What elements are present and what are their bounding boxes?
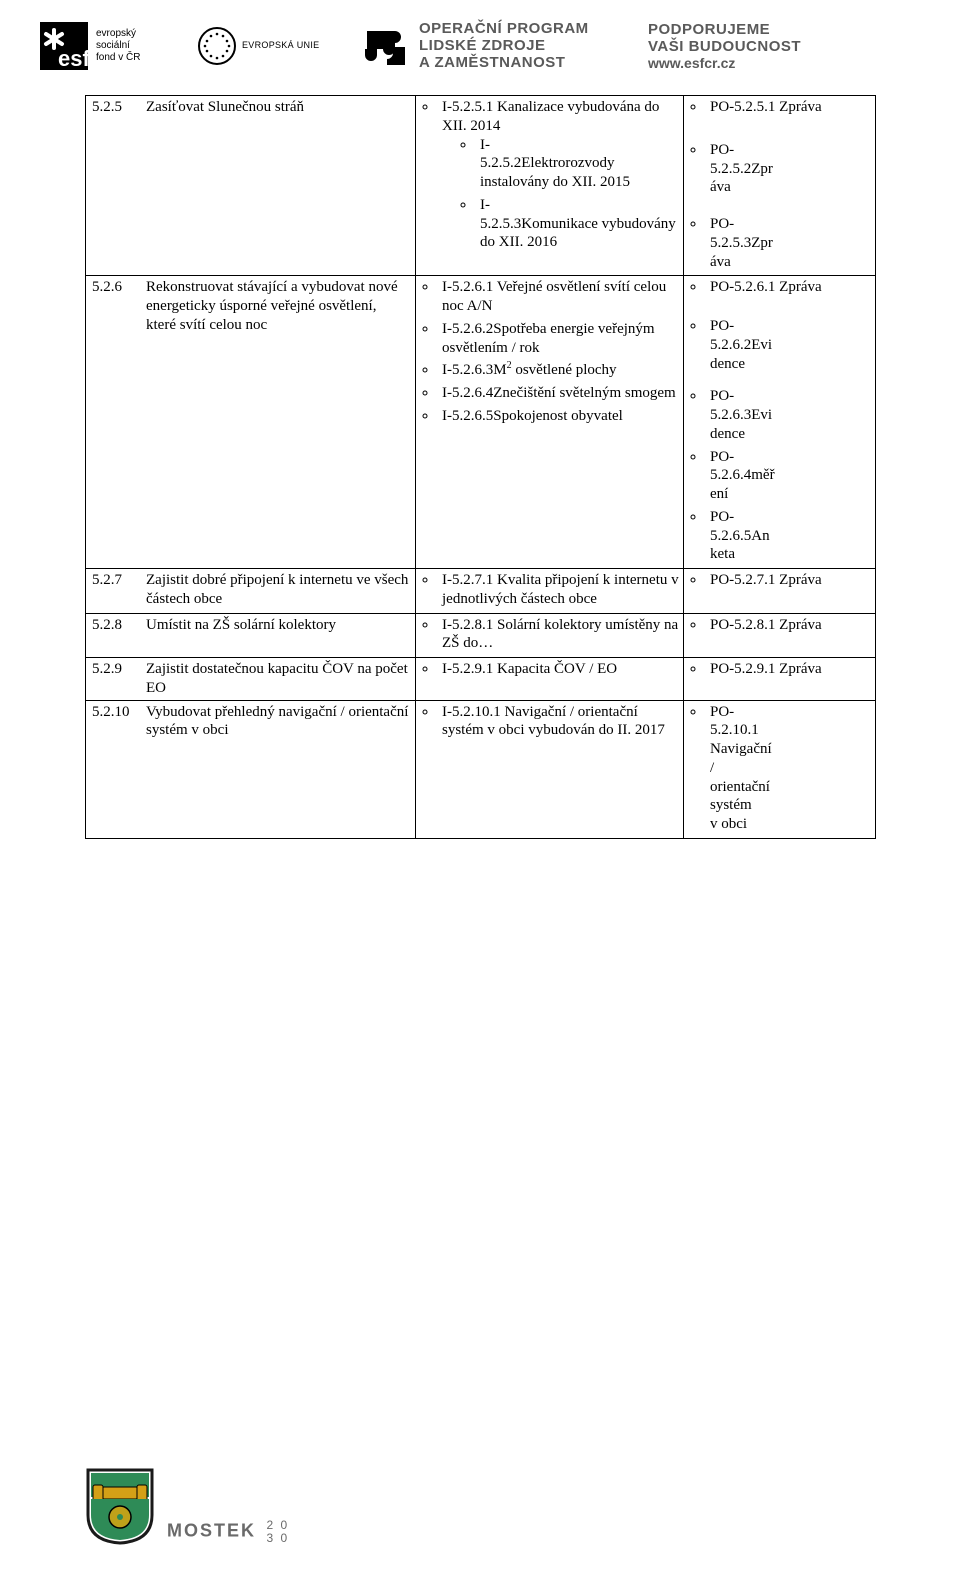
list-item: I-5.2.7.1 Kvalita připojení k internetu …	[438, 571, 683, 609]
list-item: PO-5.2.6.2Evidence	[706, 317, 875, 373]
row-title: Umístit na ZŠ solární kolektory	[146, 616, 409, 635]
row-title: Vybudovat přehledný navigační / orientač…	[146, 703, 409, 741]
list-item: PO-5.2.9.1 Zpráva	[706, 660, 875, 679]
support-block: PODPORUJEME VAŠI BUDOUCNOST www.esfcr.cz	[648, 21, 908, 71]
list-item: PO-5.2.6.4měření	[706, 448, 875, 504]
op-line2: LIDSKÉ ZDROJE	[419, 37, 589, 54]
op-text: OPERAČNÍ PROGRAM LIDSKÉ ZDROJE A ZAMĚSTN…	[419, 20, 589, 71]
page: esf evropský sociální fond v ČR	[0, 0, 960, 1581]
list-item: PO-5.2.6.5Anketa	[706, 508, 875, 564]
support-url: www.esfcr.cz	[648, 55, 908, 71]
town-crest-icon	[85, 1467, 155, 1545]
esf-line3: fond v ČR	[96, 52, 140, 64]
table-row: 5.2.5 Zasíťovat Slunečnou stráň I-5.2.5.…	[86, 96, 876, 276]
esf-block: esf evropský sociální fond v ČR	[40, 22, 190, 70]
list-item: I-5.2.8.1 Solární kolektory umístěny na …	[438, 616, 683, 654]
esf-text: evropský sociální fond v ČR	[96, 28, 140, 64]
eu-text: EVROPSKÁ UNIE	[242, 40, 319, 51]
list-item: I-5.2.10.1 Navigační / orientační systém…	[438, 703, 683, 741]
row-num: 5.2.9	[92, 660, 146, 698]
year-line1: 2 0	[266, 1519, 289, 1532]
list-item: I-5.2.5.3Komunikace vybudovány do XII. 2…	[476, 196, 683, 252]
row-num: 5.2.6	[92, 278, 146, 334]
support-line2: VAŠI BUDOUCNOST	[648, 38, 908, 55]
row-title: Zajistit dostatečnou kapacitu ČOV na poč…	[146, 660, 409, 698]
indicator-list: I-5.2.5.1 Kanalizace vybudována do XII. …	[438, 98, 683, 252]
eu-stars-icon	[198, 27, 236, 65]
row-title: Rekonstruovat stávající a vybudovat nové…	[146, 278, 409, 334]
table-row: 5.2.8 Umístit na ZŠ solární kolektory I-…	[86, 613, 876, 658]
row-num: 5.2.5	[92, 98, 146, 117]
list-item: PO-5.2.10.1Navigační/orientačnísystémv o…	[706, 703, 875, 834]
table-row: 5.2.9 Zajistit dostatečnou kapacitu ČOV …	[86, 658, 876, 701]
list-item: PO-5.2.5.1 Zpráva	[706, 98, 875, 117]
indicator-list: I-5.2.6.1 Veřejné osvětlení svítí celou …	[438, 278, 683, 425]
list-item: PO-5.2.6.3Evidence	[706, 387, 875, 443]
list-item: I-5.2.6.2Spotřeba energie veřejným osvět…	[438, 320, 683, 358]
list-item: I-5.2.6.5Spokojenost obyvatel	[438, 407, 683, 426]
svg-text:esf: esf	[58, 46, 88, 70]
row-num: 5.2.10	[92, 703, 146, 741]
output-list: PO-5.2.5.1 Zpráva	[706, 98, 875, 117]
esf-line2: sociální	[96, 40, 140, 52]
main-table: 5.2.5 Zasíťovat Slunečnou stráň I-5.2.5.…	[85, 95, 876, 839]
list-item: PO-5.2.7.1 Zpráva	[706, 571, 875, 590]
esf-logo-icon: esf	[40, 22, 88, 70]
list-item: I-5.2.6.3M2 osvětlené plochy	[438, 361, 683, 380]
list-item: PO-5.2.5.2Zpráva	[706, 141, 875, 197]
list-item: I-I-5.2.5.2Elektrorozvody instalovány do…	[476, 136, 683, 192]
list-item: PO-5.2.6.1 Zpráva	[706, 278, 875, 297]
list-item: I-5.2.6.4Znečištění světelným smogem	[438, 384, 683, 403]
table-row: 5.2.6 Rekonstruovat stávající a vybudova…	[86, 276, 876, 569]
row-num: 5.2.7	[92, 571, 146, 609]
footer: MOSTEK 2 0 3 0	[85, 1467, 289, 1545]
list-item: I-5.2.9.1 Kapacita ČOV / EO	[438, 660, 683, 679]
town-name: MOSTEK	[167, 1520, 256, 1540]
support-line1: PODPORUJEME	[648, 21, 908, 38]
op-line1: OPERAČNÍ PROGRAM	[419, 20, 589, 37]
list-item: I-5.2.5.1 Kanalizace vybudována do XII. …	[438, 98, 683, 252]
year-line2: 3 0	[266, 1532, 289, 1545]
logo-bar: esf evropský sociální fond v ČR	[0, 0, 960, 95]
row-num: 5.2.8	[92, 616, 146, 635]
row-title: Zajistit dobré připojení k internetu ve …	[146, 571, 409, 609]
esf-line1: evropský	[96, 28, 140, 40]
op-block: OPERAČNÍ PROGRAM LIDSKÉ ZDROJE A ZAMĚSTN…	[363, 20, 648, 71]
list-item: I-5.2.6.1 Veřejné osvětlení svítí celou …	[438, 278, 683, 316]
output-list: PO-5.2.5.3Zpráva	[706, 215, 875, 271]
output-list: PO-5.2.5.2Zpráva	[706, 141, 875, 197]
year-block: 2 0 3 0	[266, 1519, 289, 1545]
town-label: MOSTEK 2 0 3 0	[167, 1519, 289, 1545]
puzzle-icon	[363, 23, 409, 69]
row-title: Zasíťovat Slunečnou stráň	[146, 98, 409, 117]
op-line3: A ZAMĚSTNANOST	[419, 54, 589, 71]
table-row: 5.2.10 Vybudovat přehledný navigační / o…	[86, 700, 876, 838]
list-item: PO-5.2.8.1 Zpráva	[706, 616, 875, 635]
list-item: PO-5.2.5.3Zpráva	[706, 215, 875, 271]
eu-block: EVROPSKÁ UNIE	[198, 27, 353, 65]
table-row: 5.2.7 Zajistit dobré připojení k interne…	[86, 569, 876, 614]
output-list: PO-5.2.6.1 Zpráva	[706, 278, 875, 297]
